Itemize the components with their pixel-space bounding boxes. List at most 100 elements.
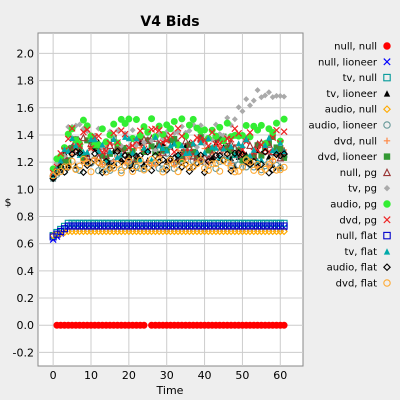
data-point: [239, 142, 246, 149]
data-point: [136, 151, 144, 160]
data-point: [144, 222, 152, 230]
legend-label: audio, pg: [330, 200, 377, 211]
data-point: [197, 139, 204, 146]
data-point: [151, 222, 159, 230]
data-point: [272, 166, 281, 174]
legend-label: null, lioneer: [318, 57, 378, 68]
data-point: [163, 163, 171, 171]
data-point: [216, 167, 224, 175]
data-point: [174, 168, 182, 176]
data-point: [151, 125, 159, 133]
data-point: [194, 149, 200, 156]
data-point: [185, 121, 193, 129]
data-point: [228, 160, 235, 167]
data-point: [250, 166, 258, 174]
y-tick-label: 0.8: [17, 210, 35, 223]
axes: -0.2 0.0 0.2 0.4 0.6 0.8 1.0 1.2 1.4 1.6 1.8 2.0 0 10…: [13, 47, 288, 382]
data-point: [201, 126, 209, 134]
data-point: [125, 144, 133, 152]
data-point: [125, 152, 132, 159]
data-point: [235, 129, 243, 137]
data-point: [216, 222, 224, 230]
data-point: [118, 145, 125, 152]
data-point: [79, 133, 88, 142]
data-point: [68, 157, 76, 165]
y-tick-label: 0.6: [17, 238, 35, 251]
data-point: [57, 167, 65, 176]
legend-label: dvd, lioneer: [318, 152, 378, 163]
data-point: [193, 222, 201, 230]
data-point: [205, 147, 212, 154]
data-point: [75, 148, 84, 157]
data-point: [208, 126, 216, 134]
data-point: [258, 152, 265, 159]
data-point: [83, 126, 91, 134]
data-point: [208, 155, 216, 164]
data-point: [273, 92, 280, 99]
data-point: [102, 165, 110, 173]
legend-label: null, null: [334, 42, 377, 53]
plot-area: [37, 32, 304, 367]
data-point: [136, 222, 144, 230]
data-point: [224, 114, 231, 121]
data-point: [246, 222, 254, 230]
data-point: [201, 164, 209, 172]
data-point: [280, 128, 288, 136]
data-point: [166, 222, 175, 230]
data-point: [238, 150, 247, 159]
data-point: [166, 156, 175, 164]
data-point: [98, 148, 106, 156]
data-point: [223, 222, 231, 230]
data-point: [60, 163, 69, 171]
data-point: [76, 222, 84, 230]
data-point: [269, 128, 277, 136]
data-point: [205, 135, 212, 142]
data-point: [257, 160, 266, 169]
data-point: [223, 159, 231, 167]
y-tick-label: 1.4: [17, 129, 35, 142]
data-point: [110, 120, 118, 128]
data-point: [273, 119, 280, 127]
data-point: [235, 104, 242, 111]
data-point: [125, 115, 133, 123]
data-point: [246, 128, 254, 136]
data-point: [65, 147, 72, 154]
data-point: [223, 119, 231, 127]
data-point: [167, 137, 174, 144]
data-point: [231, 163, 238, 170]
data-point: [57, 157, 64, 164]
data-point: [113, 143, 122, 152]
data-point: [80, 128, 87, 136]
data-point: [265, 140, 272, 147]
legend-marker: [383, 42, 391, 50]
data-point: [243, 154, 250, 161]
data-point: [121, 222, 129, 230]
data-point: [228, 155, 235, 162]
data-point: [238, 163, 246, 171]
data-point: [254, 87, 261, 94]
data-point: [88, 136, 94, 143]
data-point: [148, 222, 156, 230]
data-point: [178, 115, 186, 123]
data-point: [247, 102, 253, 109]
x-tick-label: 20: [122, 369, 136, 382]
legend-marker: [383, 90, 391, 97]
data-point: [220, 137, 227, 145]
data-point: [87, 158, 95, 167]
data-point: [122, 133, 129, 140]
data-point: [91, 156, 99, 164]
data-point: [83, 222, 91, 230]
data-point: [242, 222, 250, 230]
data-point: [178, 123, 185, 130]
data-point: [98, 222, 106, 230]
legend-label: tv, lioneer: [326, 89, 378, 100]
legend: null, null null, lioneer tv, null tv, lione…: [309, 42, 392, 290]
data-point: [167, 132, 174, 139]
data-point: [132, 162, 140, 171]
data-point: [56, 163, 65, 171]
data-point: [117, 166, 125, 174]
data-point: [64, 222, 72, 230]
y-tick-label: 1.8: [17, 75, 35, 88]
data-point: [155, 122, 163, 130]
